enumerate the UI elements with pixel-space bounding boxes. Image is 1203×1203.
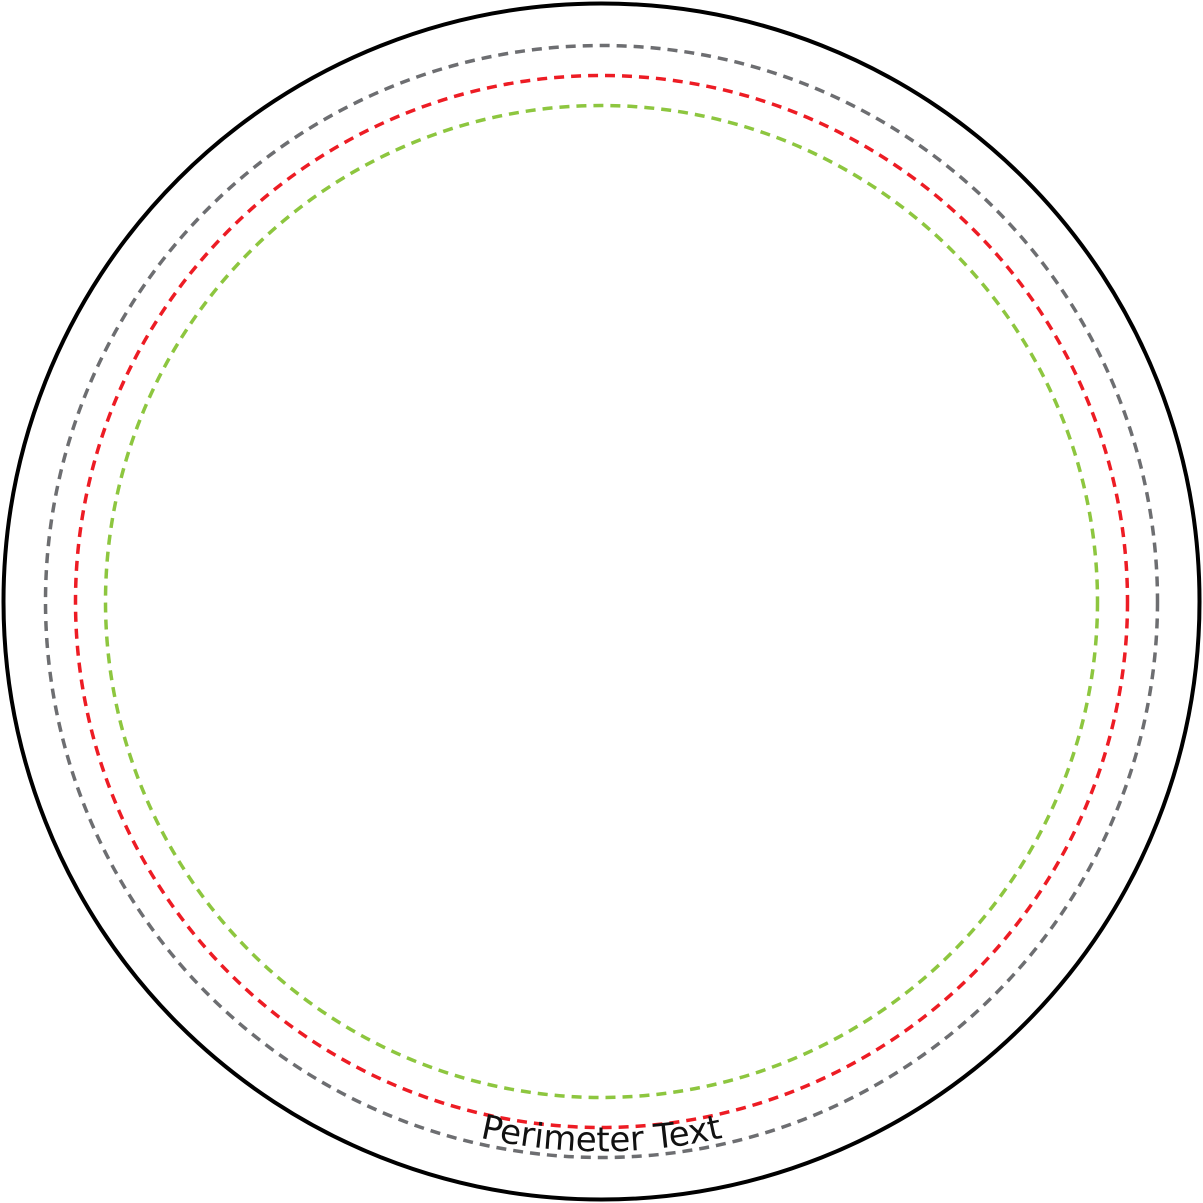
green-dashed-circle: [103, 103, 1100, 1100]
red-dashed-circle: [73, 73, 1130, 1130]
gray-dashed-circle: [43, 43, 1160, 1160]
perimeter-text-path: Perimeter Text: [478, 1107, 725, 1160]
perimeter-text: Perimeter Text: [478, 1107, 725, 1160]
